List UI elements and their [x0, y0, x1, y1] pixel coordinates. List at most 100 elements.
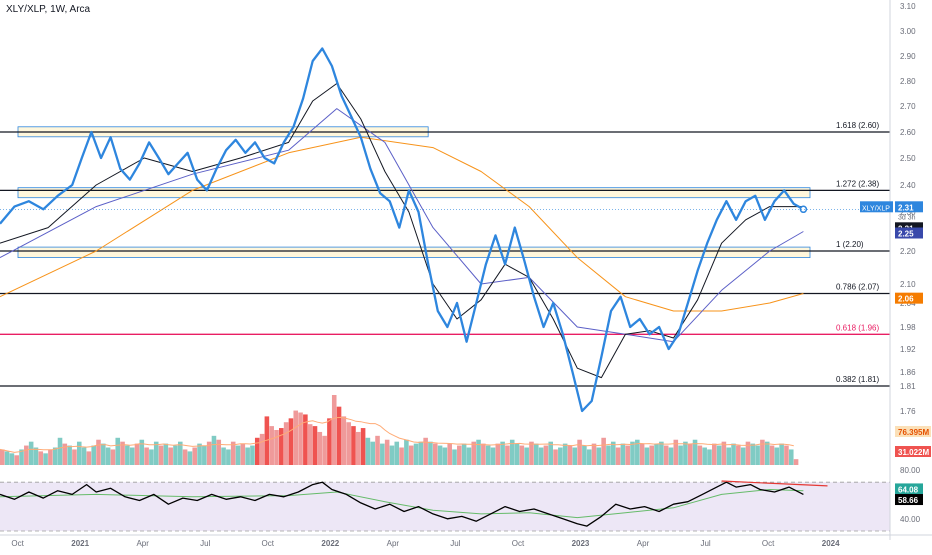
- countdown-label: 3d 3h: [898, 214, 916, 221]
- volume-bar: [668, 447, 674, 465]
- x-tick-label: Jul: [200, 539, 210, 548]
- volume-bar: [543, 445, 549, 465]
- volume-bar: [360, 428, 366, 465]
- volume-bar: [615, 447, 621, 465]
- volume-bar: [336, 406, 342, 465]
- volume-bar: [168, 447, 173, 465]
- rsi-line: [0, 481, 804, 527]
- rsi-divergence-line: [721, 480, 828, 487]
- volume-bar: [606, 445, 611, 465]
- volume-bar: [485, 445, 491, 465]
- volume-bar: [683, 441, 688, 465]
- x-tick-label: Jul: [700, 539, 710, 548]
- volume-bar: [428, 441, 433, 465]
- y-tick-label: 2.80: [900, 77, 916, 86]
- volume-bar: [514, 443, 520, 465]
- volume-bar: [384, 439, 390, 465]
- volume-bar: [437, 445, 443, 465]
- volume-bar: [139, 439, 145, 465]
- volume-bar: [659, 441, 664, 465]
- volume-bar: [216, 439, 222, 465]
- volume-bar: [279, 428, 284, 465]
- volume-bar: [144, 447, 149, 465]
- volume-tag-last: 31.022M: [898, 448, 929, 457]
- volume-bar: [740, 447, 746, 465]
- rsi-tick-label: 80.00: [900, 466, 921, 475]
- price-tag-current-bg: [895, 201, 923, 213]
- x-tick-label: Apr: [637, 539, 650, 548]
- volume-bar: [283, 422, 289, 465]
- volume-bar: [221, 447, 226, 465]
- volume-bar: [471, 441, 477, 465]
- symbol-tag: XLY/XLP: [862, 205, 890, 212]
- volume-bar: [432, 443, 438, 465]
- fib-label-3: 0.786 (2.07): [836, 283, 879, 292]
- volume-bar: [274, 430, 279, 465]
- volume-bar: [303, 414, 308, 465]
- volume-bar: [365, 437, 371, 465]
- y-tick-label: 2.50: [900, 154, 916, 163]
- volume-bar: [288, 418, 294, 465]
- volume-bar: [0, 449, 5, 465]
- x-tick-label: Apr: [387, 539, 400, 548]
- ma-fast-line: [0, 83, 804, 379]
- fib-label-0: 1.618 (2.60): [836, 121, 879, 130]
- volume-bar: [509, 439, 515, 465]
- price-line: [0, 47, 804, 413]
- volume-bar: [250, 445, 255, 465]
- volume-bar: [519, 445, 525, 465]
- volume-bar: [380, 443, 385, 465]
- volume-bar: [529, 441, 534, 465]
- fib-label-5: 0.382 (1.81): [836, 375, 879, 384]
- zone-2: [17, 246, 811, 259]
- volume-bar: [197, 443, 202, 465]
- volume-bar: [235, 445, 241, 465]
- volume-bar: [731, 443, 736, 465]
- volume-bar: [81, 447, 87, 465]
- volume-bar: [351, 426, 356, 465]
- y-tick-label: 1.92: [900, 345, 916, 354]
- volume-bar: [182, 449, 188, 465]
- volume-bar: [120, 441, 125, 465]
- volume-bar: [341, 416, 347, 465]
- volume-bar: [298, 412, 303, 465]
- y-tick-label: 1.76: [900, 407, 916, 416]
- volume-tag-ma-bg: [895, 426, 931, 437]
- volume-bar: [663, 445, 669, 465]
- volume-tag-last-bg: [895, 446, 931, 457]
- volume-bar: [452, 449, 457, 465]
- volume-bar: [764, 441, 770, 465]
- volume-bar: [86, 451, 92, 465]
- y-tick-label: 2.20: [900, 247, 916, 256]
- y-tick-label: 2.70: [900, 102, 916, 111]
- volume-bar: [793, 459, 799, 465]
- volume-bar: [163, 443, 169, 465]
- x-tick-label: Oct: [262, 539, 275, 548]
- volume-tag-ma: 76.395M: [898, 428, 929, 437]
- volume-bar: [129, 447, 135, 465]
- volume-bar: [423, 437, 428, 465]
- volume-bar: [461, 443, 467, 465]
- price-tag-ma-mid-bg: [895, 227, 923, 239]
- price-tag-ma-slow-bg: [895, 292, 923, 304]
- volume-bar: [38, 451, 44, 465]
- volume-bar: [687, 443, 693, 465]
- volume-bar: [697, 445, 703, 465]
- volume-bar: [721, 441, 727, 465]
- price-tag-ma-mid: 2.25: [898, 230, 914, 239]
- zone-1: [17, 187, 811, 199]
- volume-bar: [125, 445, 130, 465]
- volume-bar: [346, 422, 351, 465]
- volume-bar: [4, 451, 10, 465]
- volume-bar: [96, 439, 101, 465]
- volume-bar: [72, 449, 77, 465]
- volume-bar: [692, 439, 698, 465]
- volume-bar: [577, 439, 582, 465]
- volume-bar: [553, 449, 558, 465]
- volume-bar: [134, 443, 140, 465]
- y-tick-label: 1.81: [900, 382, 916, 391]
- volume-bar: [389, 445, 395, 465]
- rsi-tag-signal: 64.08: [898, 485, 919, 494]
- volume-bar: [230, 441, 236, 465]
